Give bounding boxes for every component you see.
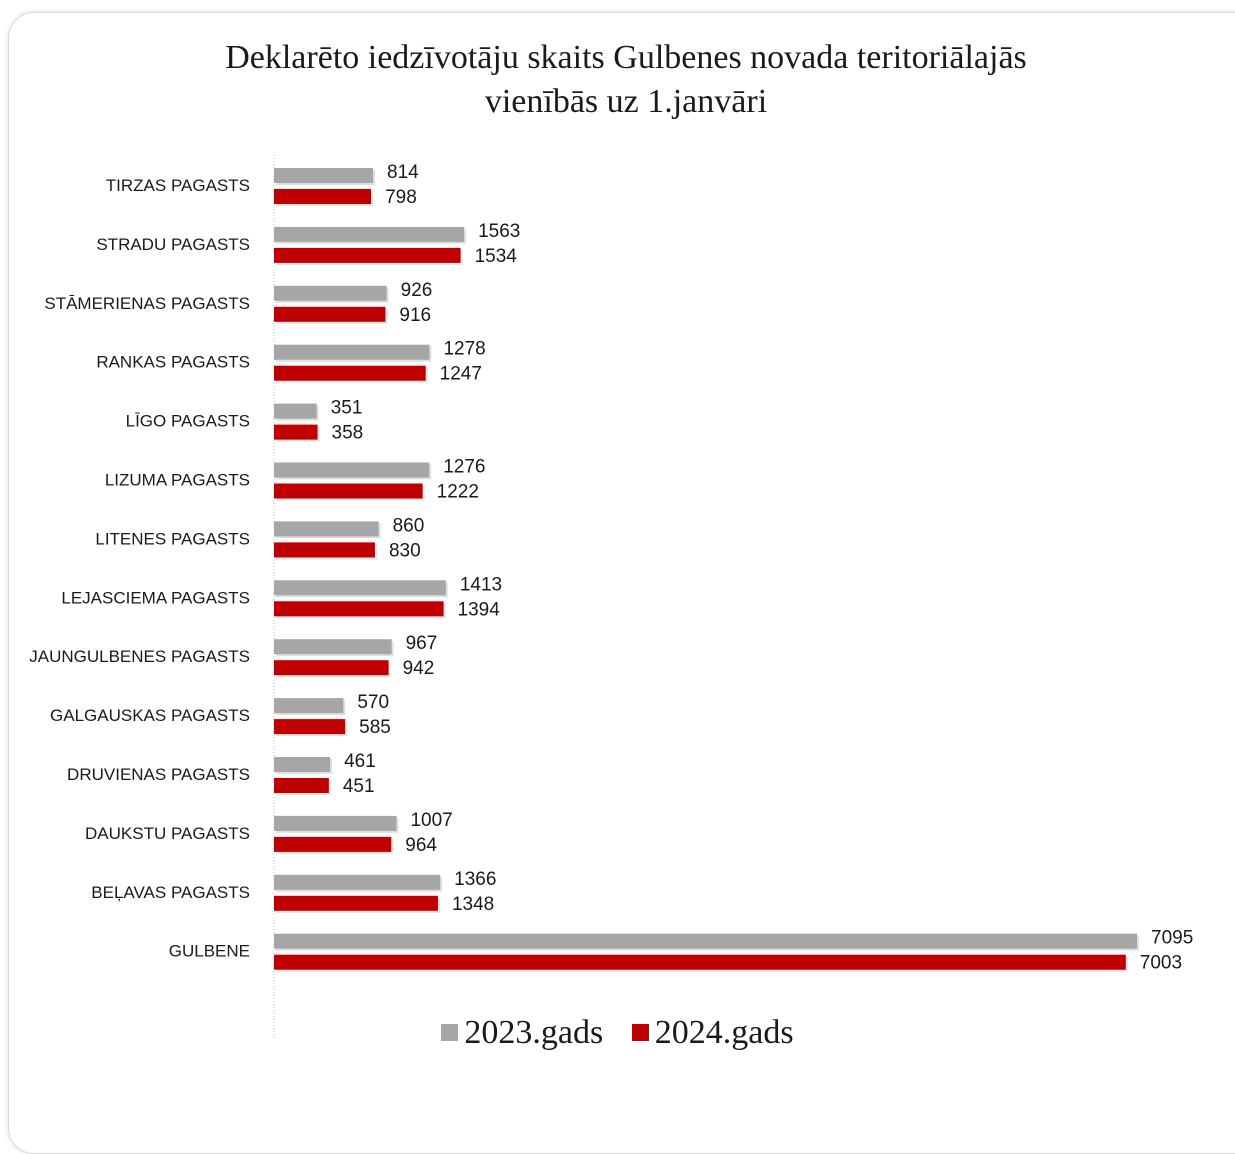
bar-lejasciema-pagasts-2024.gads [274, 601, 444, 617]
data-label-stāmerienas-pagasts-2024.gads: 916 [399, 305, 431, 326]
data-label-stradu-pagasts-2023.gads: 1563 [478, 221, 520, 242]
category-label-līgo-pagasts: LĪGO PAGASTS [126, 412, 250, 431]
data-label-galgauskas-pagasts-2023.gads: 570 [357, 692, 389, 713]
data-label-rankas-pagasts-2024.gads: 1247 [440, 364, 482, 385]
bar-stradu-pagasts-2024.gads [274, 247, 461, 263]
category-label-gulbene: GULBENE [169, 942, 250, 961]
data-label-stradu-pagasts-2024.gads: 1534 [475, 246, 518, 267]
category-label-lizuma-pagasts: LIZUMA PAGASTS [105, 471, 250, 490]
bar-chart: TIRZAS PAGASTS 814 798 STRADU PAGASTS 1563 15… [29, 155, 1193, 1038]
data-label-lejasciema-pagasts-2024.gads: 1394 [458, 599, 501, 620]
category-label-lejasciema-pagasts: LEJASCIEMA PAGASTS [61, 588, 250, 607]
bar-līgo-pagasts-2023.gads [274, 403, 317, 419]
category-label-jaungulbenes-pagasts: JAUNGULBENES PAGASTS [29, 647, 250, 666]
bar-stradu-pagasts-2023.gads [274, 226, 465, 242]
data-label-gulbene-2024.gads: 7003 [1140, 953, 1182, 974]
data-label-lizuma-pagasts-2024.gads: 1222 [437, 482, 479, 503]
data-label-galgauskas-pagasts-2024.gads: 585 [359, 717, 391, 738]
bar-beļavas-pagasts-2024.gads [274, 895, 438, 911]
data-label-litenes-pagasts-2024.gads: 830 [389, 540, 421, 561]
data-label-rankas-pagasts-2023.gads: 1278 [443, 339, 485, 360]
bar-stāmerienas-pagasts-2023.gads [274, 285, 387, 301]
category-label-stāmerienas-pagasts: STĀMERIENAS PAGASTS [44, 294, 250, 313]
data-label-lizuma-pagasts-2023.gads: 1276 [443, 457, 485, 478]
legend-swatch-2023 [441, 1024, 459, 1041]
bar-druvienas-pagasts-2024.gads [274, 778, 329, 793]
data-label-beļavas-pagasts-2024.gads: 1348 [452, 894, 494, 915]
bar-gulbene-2024.gads [274, 954, 1126, 970]
bar-lejasciema-pagasts-2023.gads [274, 580, 446, 596]
bar-daukstu-pagasts-2024.gads [274, 836, 392, 852]
bar-stāmerienas-pagasts-2024.gads [274, 306, 386, 322]
data-label-līgo-pagasts-2023.gads: 351 [331, 398, 363, 419]
chart-title-line-2: vienībās uz 1.janvāri [484, 83, 768, 120]
data-label-litenes-pagasts-2023.gads: 860 [393, 515, 425, 536]
data-label-daukstu-pagasts-2024.gads: 964 [405, 835, 437, 856]
bar-līgo-pagasts-2024.gads [274, 424, 318, 440]
chart-title-line-1: Deklarēto iedzīvotāju skaits Gulbenes no… [225, 39, 1027, 76]
data-label-tirzas-pagasts-2023.gads: 814 [387, 162, 419, 183]
data-label-līgo-pagasts-2024.gads: 358 [332, 423, 364, 444]
data-label-tirzas-pagasts-2024.gads: 798 [385, 187, 417, 208]
bar-rankas-pagasts-2023.gads [274, 344, 430, 360]
category-label-rankas-pagasts: RANKAS PAGASTS [96, 353, 250, 372]
data-label-druvienas-pagasts-2024.gads: 451 [343, 776, 375, 797]
bar-beļavas-pagasts-2023.gads [274, 874, 441, 890]
chart-title: Deklarēto iedzīvotāju skaits Gulbenes no… [0, 36, 1235, 124]
legend-item-2024: 2024.gads [631, 1013, 794, 1052]
bar-galgauskas-pagasts-2024.gads [274, 719, 346, 735]
category-label-druvienas-pagasts: DRUVIENAS PAGASTS [67, 765, 250, 784]
legend-item-2023: 2023.gads [441, 1014, 603, 1052]
legend-swatch-2024 [631, 1024, 649, 1041]
legend-label-2023: 2023.gads [464, 1013, 604, 1051]
bar-druvienas-pagasts-2023.gads [274, 757, 331, 772]
bar-lizuma-pagasts-2024.gads [274, 483, 423, 499]
category-label-litenes-pagasts: LITENES PAGASTS [95, 529, 250, 548]
bar-jaungulbenes-pagasts-2024.gads [274, 660, 389, 676]
bar-jaungulbenes-pagasts-2023.gads [274, 639, 392, 655]
bar-tirzas-pagasts-2024.gads [274, 189, 372, 204]
data-label-gulbene-2023.gads: 7095 [1151, 928, 1193, 949]
data-label-jaungulbenes-pagasts-2023.gads: 967 [406, 633, 438, 654]
category-label-galgauskas-pagasts: GALGAUSKAS PAGASTS [50, 706, 250, 725]
category-label-daukstu-pagasts: DAUKSTU PAGASTS [85, 824, 250, 843]
bar-rankas-pagasts-2024.gads [274, 365, 426, 381]
category-label-beļavas-pagasts: BEĻAVAS PAGASTS [91, 883, 250, 902]
bar-lizuma-pagasts-2023.gads [274, 462, 430, 478]
data-label-stāmerienas-pagasts-2023.gads: 926 [401, 280, 433, 301]
bar-tirzas-pagasts-2023.gads [274, 168, 374, 183]
data-label-jaungulbenes-pagasts-2024.gads: 942 [403, 658, 435, 679]
data-label-beļavas-pagasts-2023.gads: 1366 [454, 869, 496, 890]
legend: 2023.gads 2024.gads [0, 1012, 1235, 1052]
data-label-daukstu-pagasts-2023.gads: 1007 [410, 810, 452, 831]
data-label-druvienas-pagasts-2023.gads: 461 [344, 751, 376, 772]
bar-galgauskas-pagasts-2023.gads [274, 698, 344, 714]
bar-litenes-pagasts-2024.gads [274, 542, 375, 558]
category-label-tirzas-pagasts: TIRZAS PAGASTS [106, 176, 250, 195]
bar-gulbene-2023.gads [274, 933, 1137, 949]
data-label-lejasciema-pagasts-2023.gads: 1413 [460, 574, 502, 595]
category-label-stradu-pagasts: STRADU PAGASTS [96, 235, 250, 254]
bar-litenes-pagasts-2023.gads [274, 521, 379, 537]
legend-label-2024: 2024.gads [654, 1013, 794, 1051]
bar-daukstu-pagasts-2023.gads [274, 815, 397, 831]
